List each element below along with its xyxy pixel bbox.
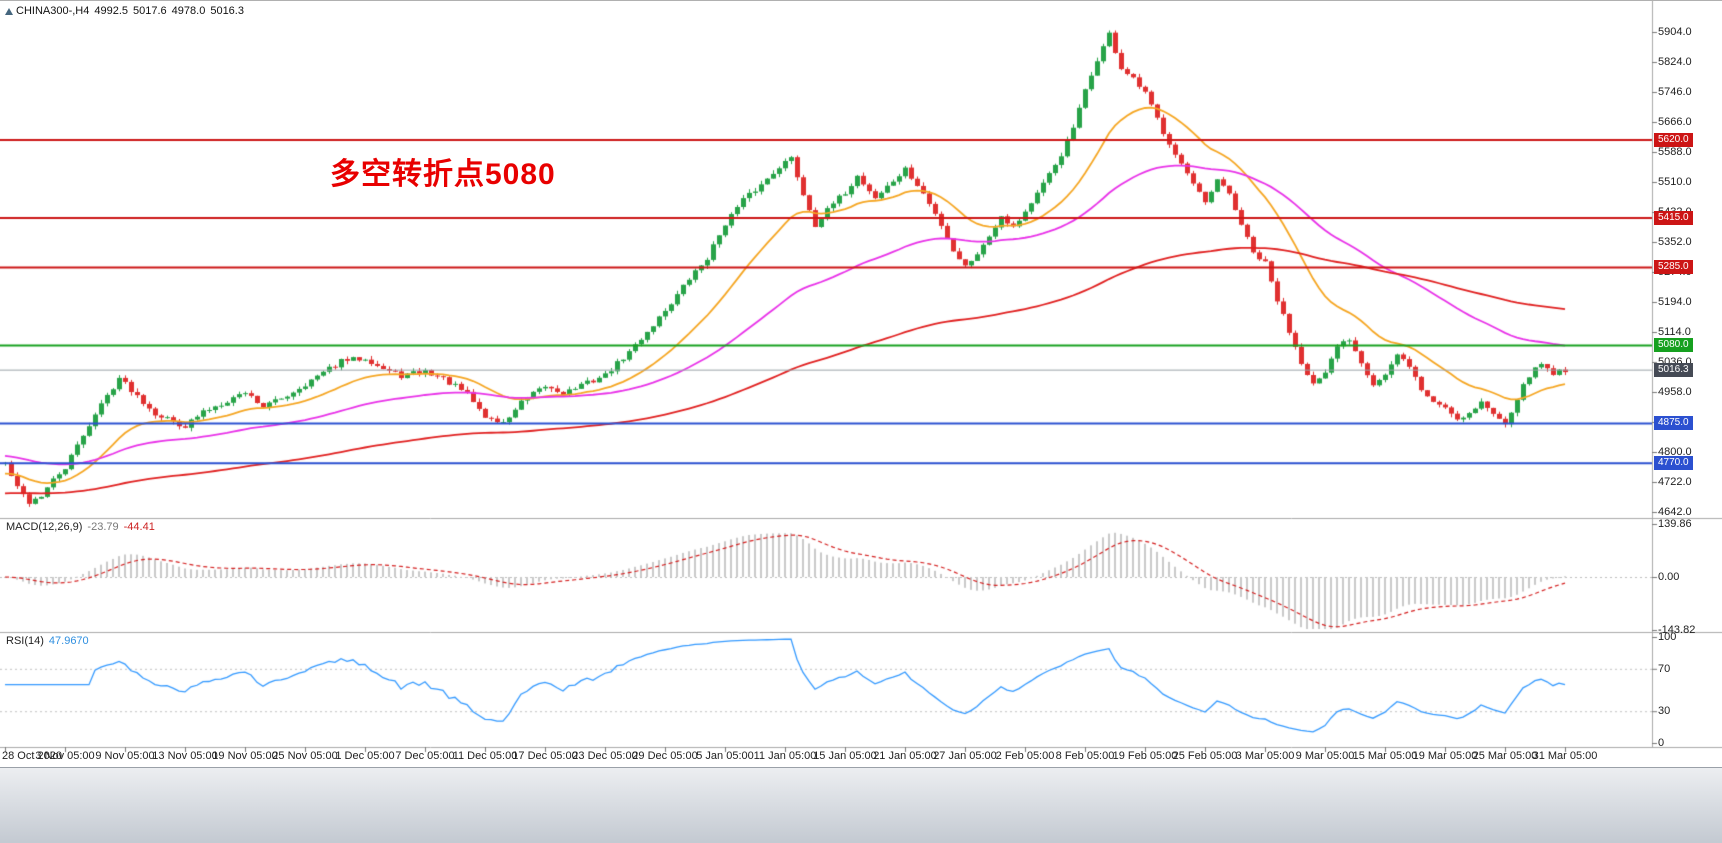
macd-title: MACD(12,26,9) xyxy=(6,521,83,533)
bottom-bar xyxy=(0,767,1722,843)
ohlc-high: 5017.6 xyxy=(133,5,167,17)
symbol-info-line: CHINA300-,H4 4992.5 5017.6 4978.0 5016.3 xyxy=(16,5,249,17)
chart-canvas[interactable] xyxy=(0,1,1722,767)
macd-panel-title: MACD(12,26,9) -23.79 -44.41 xyxy=(6,521,155,533)
ohlc-close: 5016.3 xyxy=(210,5,244,17)
symbol-timeframe: CHINA300-,H4 xyxy=(16,5,90,17)
rsi-value: 47.9670 xyxy=(48,635,89,647)
text-annotation[interactable]: 多空转折点5080 xyxy=(330,158,556,191)
macd-signal-value: -44.41 xyxy=(123,521,155,533)
rsi-title: RSI(14) xyxy=(6,635,44,647)
chart-symbol-icon xyxy=(5,8,13,15)
rsi-panel-title: RSI(14) 47.9670 xyxy=(6,635,89,647)
ohlc-low: 4978.0 xyxy=(171,5,206,17)
macd-main-value: -23.79 xyxy=(87,521,119,533)
ohlc-open: 4992.5 xyxy=(94,5,129,17)
